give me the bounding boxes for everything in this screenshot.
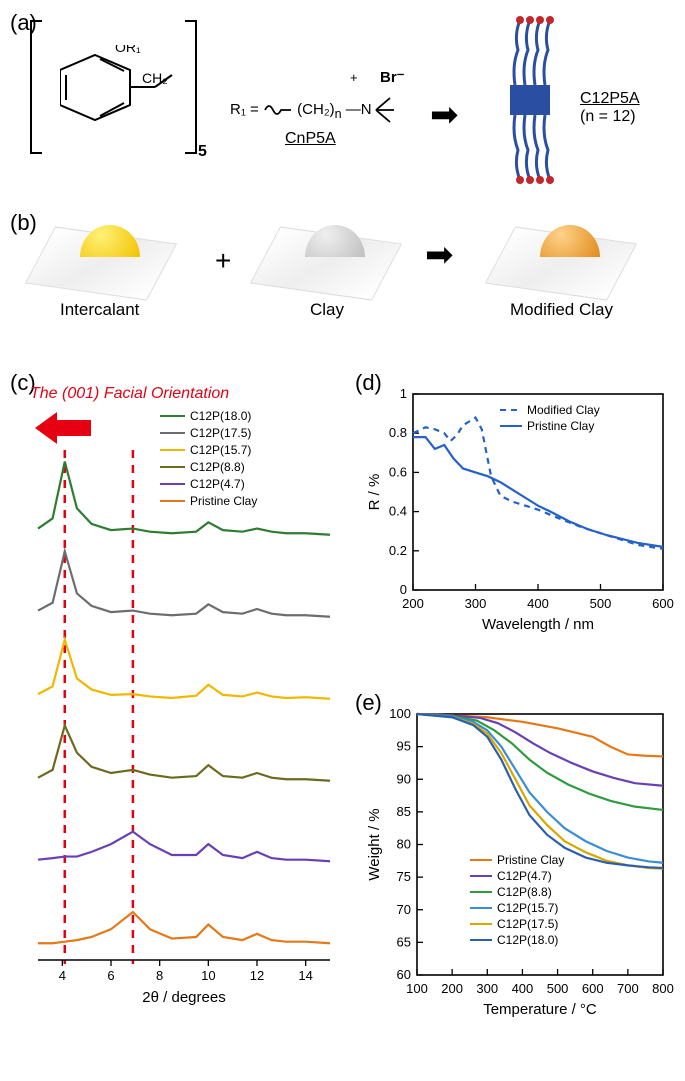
c12p5a-sub: (n = 12): [580, 108, 636, 125]
svg-text:0.8: 0.8: [389, 425, 407, 440]
red-arrow-icon: [35, 410, 91, 446]
svg-text:C12P(17.5): C12P(17.5): [497, 917, 558, 931]
bracket-left: [30, 20, 42, 154]
svg-text:R / %: R / %: [366, 474, 383, 511]
facial-orientation-title: The (001) Facial Orientation: [30, 385, 229, 403]
c12p5a-label: C12P5A (n = 12): [580, 90, 640, 126]
arrow-b-icon: ➡: [425, 235, 454, 275]
or1-text: OR₁: [115, 45, 141, 55]
c12p5a-text: C12P5A: [580, 90, 640, 107]
panel-a: 5 OR₁ R₁O CH₂ R₁ = (CH₂)n —N +: [10, 10, 675, 190]
svg-text:10: 10: [201, 968, 215, 983]
reflectance-chart: 200 300 400 500 600 0 0.2 0.4 0.6 0.8 1 Wavelength …: [365, 380, 675, 635]
wavy-bond-icon: [263, 99, 293, 121]
svg-text:400: 400: [512, 981, 534, 996]
panel-c: The (001) Facial Orientation C12P(18.0)C…: [10, 370, 340, 1040]
svg-text:200: 200: [441, 981, 463, 996]
svg-text:Pristine Clay: Pristine Clay: [190, 494, 257, 508]
svg-text:300: 300: [476, 981, 498, 996]
svg-text:C12P(18.0): C12P(18.0): [497, 933, 558, 947]
svg-text:80: 80: [397, 837, 411, 852]
bracket-right: [185, 20, 197, 154]
svg-text:Temperature / °C: Temperature / °C: [483, 1001, 597, 1018]
svg-text:C12P(15.7): C12P(15.7): [497, 901, 558, 915]
ch2-text: CH₂: [142, 70, 168, 86]
svg-text:8: 8: [156, 968, 163, 983]
svg-text:C12P(18.0): C12P(18.0): [190, 409, 251, 423]
c12p5a-schematic-icon: [490, 15, 570, 185]
svg-text:600: 600: [652, 596, 674, 611]
drop-intercalant: [80, 225, 140, 257]
svg-text:0.4: 0.4: [389, 504, 407, 519]
subscript-5: 5: [198, 143, 207, 161]
svg-text:1: 1: [400, 386, 407, 401]
svg-text:85: 85: [397, 804, 411, 819]
tga-chart: 100 200 300 400 500 600 700 800 60 65 70 75 80 85 90 95…: [365, 700, 675, 1020]
r1-tail: N: [361, 101, 372, 118]
panel-e: 100 200 300 400 500 600 700 800 60 65 70 75 80 85 90 95…: [365, 700, 675, 1030]
svg-text:Pristine Clay: Pristine Clay: [527, 419, 594, 433]
svg-text:200: 200: [402, 596, 424, 611]
svg-text:C12P(4.7): C12P(4.7): [190, 477, 245, 491]
br-anion: Br⁻: [380, 68, 405, 86]
svg-text:100: 100: [406, 981, 428, 996]
svg-text:C12P(17.5): C12P(17.5): [190, 426, 251, 440]
plus-charge: +: [350, 70, 358, 85]
svg-text:75: 75: [397, 869, 411, 884]
label-clay: Clay: [310, 300, 344, 320]
benzene-ring-icon: OR₁ R₁O CH₂: [60, 45, 180, 155]
r1-n: n: [335, 107, 342, 121]
svg-text:Modified Clay: Modified Clay: [527, 403, 600, 417]
panel-b: Intercalant + Clay ➡ Modified Clay: [10, 205, 675, 355]
r1-definition: R₁ = (CH₂)n —N + Br⁻: [230, 90, 412, 130]
svg-text:500: 500: [590, 596, 612, 611]
svg-text:C12P(4.7): C12P(4.7): [497, 869, 552, 883]
svg-text:500: 500: [547, 981, 569, 996]
nme3-icon: [372, 90, 412, 130]
svg-text:60: 60: [397, 967, 411, 982]
svg-text:6: 6: [107, 968, 114, 983]
svg-text:Wavelength / nm: Wavelength / nm: [482, 616, 594, 633]
drop-clay: [305, 225, 365, 257]
r1-prefix: R₁ =: [230, 101, 259, 118]
svg-text:600: 600: [582, 981, 604, 996]
panel-d: 200 300 400 500 600 0 0.2 0.4 0.6 0.8 1 Wavelength …: [365, 380, 675, 640]
arrow-a-icon: ➡: [430, 95, 459, 135]
xrd-chart: C12P(18.0) C12P(17.5) C12P(15.7) C12P(8.8) C…: [10, 370, 340, 1010]
svg-text:C12P(8.8): C12P(8.8): [497, 885, 552, 899]
svg-text:12: 12: [250, 968, 264, 983]
svg-text:2θ / degrees: 2θ / degrees: [142, 989, 225, 1006]
figure: (a) 5 OR₁ R₁O CH₂ R₁ = (CH₂)n —N: [10, 10, 675, 355]
plus-symbol: +: [215, 245, 231, 277]
label-intercalant: Intercalant: [60, 300, 139, 320]
svg-text:300: 300: [465, 596, 487, 611]
svg-text:0.2: 0.2: [389, 543, 407, 558]
svg-text:C12P(8.8): C12P(8.8): [190, 460, 245, 474]
r1-chain: (CH₂): [297, 101, 334, 118]
svg-text:90: 90: [397, 771, 411, 786]
svg-text:14: 14: [298, 968, 312, 983]
svg-text:800: 800: [652, 981, 674, 996]
svg-text:Weight / %: Weight / %: [366, 808, 383, 880]
svg-text:700: 700: [617, 981, 639, 996]
svg-text:C12P(15.7): C12P(15.7): [190, 443, 251, 457]
svg-text:65: 65: [397, 934, 411, 949]
label-modified: Modified Clay: [510, 300, 613, 320]
svg-text:95: 95: [397, 739, 411, 754]
svg-text:70: 70: [397, 902, 411, 917]
svg-text:Pristine Clay: Pristine Clay: [497, 853, 564, 867]
svg-text:400: 400: [527, 596, 549, 611]
svg-text:0.6: 0.6: [389, 464, 407, 479]
cnp5a-label: CnP5A: [285, 130, 336, 148]
svg-text:0: 0: [400, 582, 407, 597]
svg-text:4: 4: [59, 968, 66, 983]
drop-modified: [540, 225, 600, 257]
svg-text:100: 100: [389, 706, 411, 721]
